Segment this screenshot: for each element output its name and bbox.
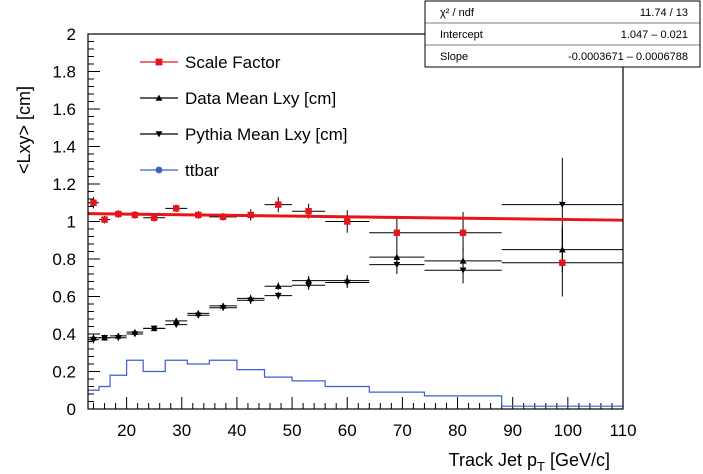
data-point — [90, 199, 97, 206]
legend-entry-scale-factor: Scale Factor — [140, 53, 281, 72]
x-axis-title-main: Track Jet p — [449, 450, 537, 470]
x-tick-label: 40 — [227, 421, 246, 440]
data-point — [393, 229, 401, 236]
y-tick-label: 1 — [67, 213, 76, 232]
stats-value: -0.0003671 – 0.0006788 — [568, 51, 688, 63]
y-tick-label: 0.8 — [52, 250, 76, 269]
legend-entry-pythia-mean-lxy-cm: Pythia Mean Lxy [cm] — [140, 125, 348, 144]
x-tick-label: 100 — [554, 421, 582, 440]
axis-labels: <Lxy> [cm] Track Jet pT [GeV/c] — [14, 86, 610, 474]
fit-line — [87, 212, 624, 222]
legend: Scale Factor Data Mean Lxy [cm] Pythia Mea… — [140, 53, 348, 180]
data-point — [90, 334, 97, 341]
data-point — [172, 317, 180, 324]
legend-label: Scale Factor — [185, 53, 281, 72]
data-point — [459, 257, 467, 264]
stats-label: Intercept — [440, 29, 483, 41]
legend-entry-ttbar: ttbar — [140, 161, 219, 180]
scale-factor-series — [88, 197, 623, 297]
legend-label: ttbar — [185, 161, 219, 180]
data-point — [173, 205, 180, 212]
data-point — [459, 229, 467, 236]
x-tick-label: 110 — [609, 421, 636, 440]
data-point — [393, 253, 401, 260]
legend-entry-data-mean-lxy-cm: Data Mean Lxy [cm] — [140, 89, 336, 108]
stats-value: 11.74 / 13 — [640, 7, 688, 19]
data-point — [114, 332, 122, 339]
data-point — [101, 334, 108, 341]
data-point — [194, 309, 202, 317]
y-tick-label: 1.4 — [52, 138, 76, 157]
pythia-mean-lxy-cm-series — [88, 157, 623, 344]
stats-value: 1.047 – 0.021 — [621, 29, 688, 41]
data-point — [559, 259, 566, 266]
data-point — [150, 214, 158, 221]
legend-label: Pythia Mean Lxy [cm] — [185, 125, 348, 144]
data-point — [275, 201, 282, 208]
data-point — [219, 302, 227, 309]
data-point — [305, 277, 313, 284]
data-point — [274, 282, 282, 289]
data-point — [558, 201, 566, 209]
fit-stats-box: χ² / ndf 11.74 / 13 Intercept 1.047 – 0.021… — [424, 0, 701, 68]
y-tick-label: 0.2 — [52, 363, 76, 382]
y-tick-label: 0.4 — [52, 325, 76, 344]
data-point — [305, 207, 312, 215]
data-point — [305, 282, 313, 289]
x-tick-label: 90 — [503, 421, 522, 440]
legend-marker — [155, 131, 163, 138]
plot-area: 20 30 40 50 60 70 80 90 100 110 0 0.2 0.4 0.6 0.8 1 1.2 1… — [52, 25, 636, 440]
data-point — [343, 277, 351, 284]
legend-label: Data Mean Lxy [cm] — [185, 89, 336, 108]
y-axis-title: <Lxy> [cm] — [14, 86, 34, 174]
data-point — [150, 324, 158, 332]
x-axis-title-unit: [GeV/c] — [545, 450, 610, 470]
plot-frame — [87, 33, 624, 410]
legend-marker — [155, 94, 163, 101]
data-point — [101, 216, 108, 223]
x-tick-label: 50 — [283, 421, 302, 440]
y-tick-label: 1.6 — [52, 100, 76, 119]
y-tick-label: 0 — [67, 400, 76, 419]
x-tick-label: 30 — [172, 421, 191, 440]
y-tick-label: 1.8 — [52, 63, 76, 82]
x-tick-label: 60 — [338, 421, 357, 440]
ttbar-histogram — [88, 359, 623, 407]
data-point — [131, 328, 139, 335]
stats-label: χ² / ndf — [440, 7, 475, 19]
y-tick-label: 1.2 — [52, 175, 76, 194]
x-tick-label: 20 — [117, 421, 136, 440]
x-tick-label: 80 — [448, 421, 467, 440]
legend-marker — [155, 166, 163, 174]
legend-marker — [155, 58, 163, 66]
x-axis-title-subscript: T — [537, 459, 545, 474]
y-tick-label: 0.6 — [52, 288, 76, 307]
y-tick-label: 2 — [67, 25, 76, 44]
x-tick-label: 70 — [393, 421, 412, 440]
data-point — [247, 294, 255, 302]
data-point — [344, 218, 351, 225]
stats-box-frame — [424, 0, 701, 68]
stats-label: Slope — [440, 51, 468, 63]
data-point — [219, 213, 227, 221]
x-axis-title: Track Jet pT [GeV/c] — [449, 450, 610, 474]
data-point — [274, 292, 282, 299]
